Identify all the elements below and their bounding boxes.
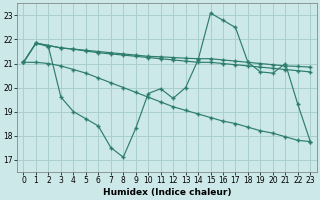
X-axis label: Humidex (Indice chaleur): Humidex (Indice chaleur): [103, 188, 231, 197]
